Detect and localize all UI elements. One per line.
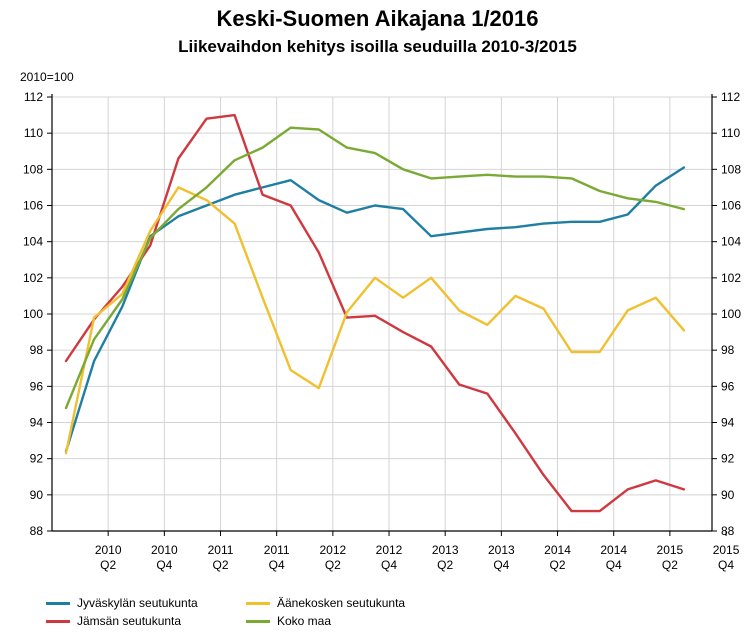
x-tick-label-year: 2011: [264, 543, 290, 557]
legend-item: Jämsän seutukunta: [46, 614, 181, 628]
y-tick-label-left: 96: [30, 379, 44, 393]
x-tick-label-quarter: Q4: [156, 558, 172, 572]
series-line-3: [64, 186, 686, 455]
x-tick-label-year: 2011: [208, 543, 234, 557]
y-tick-label-left: 90: [30, 488, 44, 502]
line-chart: 88 88 90 90 92 92 94 94 96 96 98 98 100 100 102 102 104 1…: [23, 90, 741, 572]
y-tick-label-left: 94: [30, 416, 44, 430]
legend-swatch: [246, 619, 270, 623]
x-tick-label-quarter: Q2: [325, 558, 341, 572]
series-line-4: [64, 126, 686, 410]
x-tick-label-year: 2014: [600, 543, 627, 557]
x-tick-label-quarter: Q4: [269, 558, 285, 572]
x-tick-label-quarter: Q4: [606, 558, 622, 572]
y-tick-label-right: 94: [721, 416, 735, 430]
series-line-2: [64, 113, 686, 513]
y-tick-label-left: 98: [30, 343, 44, 357]
legend-label: Äänekosken seutukunta: [277, 596, 406, 610]
x-tick-label-year: 2012: [319, 543, 346, 557]
chart-title: Keski-Suomen Aikajana 1/2016: [216, 6, 539, 31]
y-tick-label-left: 104: [23, 235, 43, 249]
legend-label: Koko maa: [277, 614, 332, 628]
series-line-1: [64, 166, 686, 453]
x-tick-label-year: 2014: [544, 543, 571, 557]
y-tick-label-right: 90: [721, 488, 735, 502]
x-tick-label-year: 2010: [95, 543, 122, 557]
x-tick-label-year: 2013: [488, 543, 515, 557]
legend-label: Jyväskylän seutukunta: [77, 596, 198, 610]
x-tick-label-quarter: Q4: [381, 558, 397, 572]
y-tick-label-left: 102: [23, 271, 43, 285]
y-tick-label-right: 110: [721, 126, 740, 140]
legend-swatch: [46, 619, 70, 623]
y-tick-label-left: 88: [30, 524, 44, 538]
y-tick-label-left: 108: [23, 162, 43, 176]
y-tick-label-right: 92: [721, 452, 735, 466]
x-tick-label-quarter: Q4: [718, 558, 734, 572]
y-tick-label-right: 100: [721, 307, 741, 321]
x-tick-label-quarter: Q2: [550, 558, 566, 572]
y-tick-label-right: 104: [721, 235, 741, 249]
y-tick-label-left: 106: [23, 199, 43, 213]
y-tick-label-right: 96: [721, 379, 735, 393]
x-tick-label-year: 2012: [376, 543, 403, 557]
x-tick-label-year: 2013: [432, 543, 459, 557]
x-tick-label-quarter: Q2: [100, 558, 116, 572]
legend-swatch: [246, 601, 270, 605]
legend-item: Koko maa: [246, 614, 331, 628]
x-tick-label-quarter: Q2: [437, 558, 453, 572]
y-tick-label-right: 98: [721, 343, 735, 357]
y-tick-label-left: 92: [30, 452, 44, 466]
x-tick-label-quarter: Q4: [493, 558, 509, 572]
legend-label: Jämsän seutukunta: [77, 614, 182, 628]
x-tick-label-quarter: Q2: [662, 558, 678, 572]
legend-item: Äänekosken seutukunta: [246, 596, 405, 610]
y-axis-unit-label: 2010=100: [20, 70, 74, 84]
legend-swatch: [46, 601, 70, 605]
y-tick-label-right: 106: [721, 199, 741, 213]
y-tick-label-left: 100: [23, 307, 43, 321]
y-tick-label-right: 102: [721, 271, 741, 285]
x-tick-label-year: 2015: [713, 543, 740, 557]
chart-subtitle: Liikevaihdon kehitys isoilla seuduilla 2…: [178, 37, 577, 56]
y-tick-label-right: 108: [721, 162, 741, 176]
y-tick-label-right: 88: [721, 524, 735, 538]
x-tick-label-year: 2015: [657, 543, 684, 557]
y-tick-label-right: 112: [721, 90, 740, 104]
x-tick-label-year: 2010: [151, 543, 178, 557]
y-tick-label-left: 110: [24, 126, 43, 140]
legend-item: Jyväskylän seutukunta: [46, 596, 198, 610]
x-tick-label-quarter: Q2: [213, 558, 229, 572]
y-tick-label-left: 112: [24, 90, 43, 104]
